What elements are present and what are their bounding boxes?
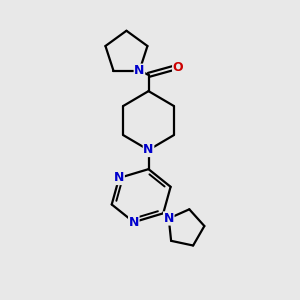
Text: N: N xyxy=(134,64,145,77)
Text: N: N xyxy=(129,216,139,229)
Text: N: N xyxy=(114,172,124,184)
Text: N: N xyxy=(143,143,154,157)
Text: O: O xyxy=(173,61,183,74)
Text: N: N xyxy=(164,212,174,225)
